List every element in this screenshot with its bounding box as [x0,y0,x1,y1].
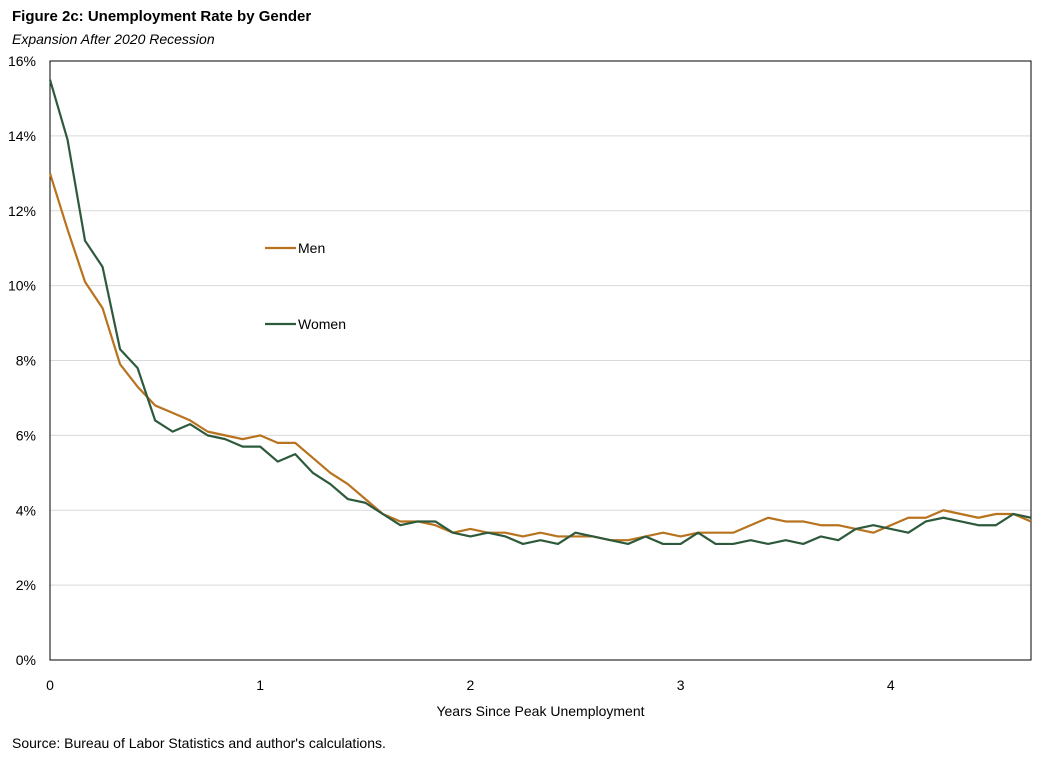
y-tick-label: 6% [16,427,36,443]
source-note: Source: Bureau of Labor Statistics and a… [12,735,386,751]
series-lines [48,79,1032,546]
x-axis-label: Years Since Peak Unemployment [436,703,644,719]
y-tick-label: 16% [8,53,36,69]
y-tick-label: 2% [16,577,36,593]
legend: Men Women [265,240,346,332]
series-line-women [48,79,1032,546]
x-tick-label: 2 [467,677,475,693]
y-tick-label: 10% [8,278,36,294]
x-tick-label: 4 [887,677,895,693]
y-axis: 0% 2% 4% 6% 8% 10% 12% 14% 16% [8,53,36,668]
y-tick-label: 12% [8,203,36,219]
x-axis: 0 1 2 3 4 [46,677,895,693]
x-tick-label: 3 [677,677,685,693]
y-tick-label: 0% [16,652,36,668]
chart-subtitle: Expansion After 2020 Recession [12,31,215,47]
chart-title: Figure 2c: Unemployment Rate by Gender [12,8,312,25]
legend-label-men: Men [298,240,325,256]
y-tick-label: 8% [16,353,36,369]
y-tick-label: 4% [16,502,36,518]
gridlines [50,135,1031,586]
x-tick-label: 1 [256,677,264,693]
legend-label-women: Women [298,316,346,332]
y-tick-label: 14% [8,128,36,144]
series-line-men [48,172,1032,542]
plot-area [49,60,1032,661]
x-tick-label: 0 [46,677,54,693]
